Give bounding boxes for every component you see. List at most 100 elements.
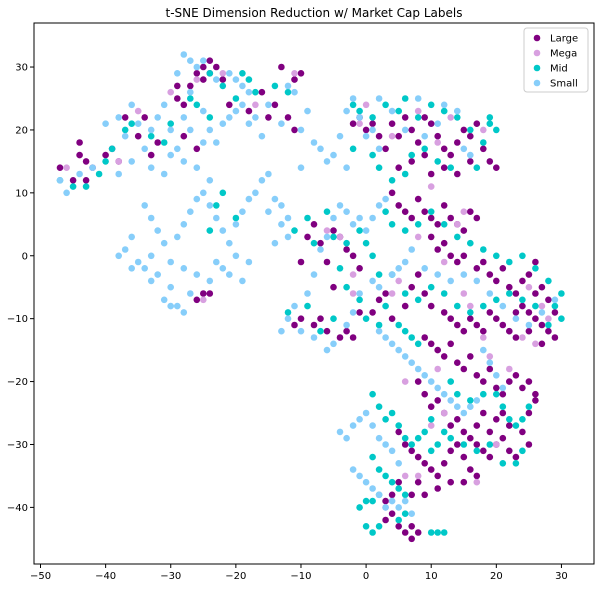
point-mid-36 [336, 265, 344, 272]
point-large-41 [310, 221, 318, 228]
point-small-105 [278, 202, 285, 209]
point-large-210 [467, 466, 474, 473]
chart-title: t-SNE Dimension Reduction w/ Market Cap … [166, 6, 463, 20]
point-small-204 [395, 504, 403, 511]
point-mid-32 [356, 227, 363, 234]
point-small-46 [128, 158, 135, 165]
point-large-153 [551, 309, 559, 316]
point-mid-18 [271, 82, 279, 90]
point-small-166 [551, 296, 559, 304]
point-large-110 [440, 164, 448, 171]
point-large-61 [369, 309, 376, 316]
point-small-70 [213, 214, 220, 222]
point-mid-73 [493, 126, 500, 134]
point-mid-117 [460, 441, 468, 448]
point-large-84 [532, 315, 539, 323]
point-small-109 [356, 114, 363, 121]
point-mid-87 [532, 265, 539, 272]
point-small-161 [486, 290, 494, 297]
point-large-7 [102, 151, 109, 159]
point-mega-8 [291, 70, 298, 77]
point-mega-11 [362, 101, 370, 109]
point-mid-16 [245, 76, 253, 83]
point-large-57 [336, 334, 344, 341]
point-large-33 [278, 63, 285, 71]
point-mid-54 [395, 107, 403, 115]
point-large-10 [134, 132, 142, 140]
point-small-126 [467, 151, 474, 159]
x-tick-label: −10 [290, 571, 311, 582]
point-mega-23 [467, 302, 474, 310]
point-mid-109 [493, 390, 500, 398]
point-mid-106 [454, 390, 461, 398]
point-small-108 [349, 95, 357, 102]
point-small-172 [467, 403, 474, 411]
point-mid-12 [193, 101, 201, 109]
point-mid-74 [486, 114, 494, 121]
point-large-156 [427, 340, 435, 348]
point-mid-17 [252, 88, 259, 96]
point-mid-41 [382, 302, 389, 310]
point-large-148 [519, 277, 526, 285]
point-mid-3 [95, 170, 103, 178]
point-large-87 [551, 334, 559, 341]
point-small-121 [421, 132, 429, 140]
point-mega-2 [115, 158, 122, 165]
point-mid-7 [128, 120, 135, 127]
point-large-31 [284, 114, 292, 121]
point-mega-26 [506, 365, 513, 373]
point-mid-94 [519, 296, 526, 304]
point-large-66 [408, 283, 416, 291]
point-mega-12 [388, 132, 396, 140]
point-large-108 [467, 158, 474, 165]
point-large-143 [486, 271, 494, 278]
point-large-26 [226, 101, 233, 109]
point-mid-122 [519, 447, 526, 455]
point-small-58 [154, 227, 161, 234]
x-tick-label: 10 [425, 571, 438, 582]
point-large-191 [519, 428, 526, 436]
point-mid-118 [473, 447, 481, 455]
point-large-211 [473, 472, 481, 480]
point-small-106 [284, 214, 292, 222]
point-mid-119 [486, 441, 494, 448]
point-small-193 [375, 434, 383, 442]
point-small-114 [330, 151, 337, 159]
point-mid-82 [467, 239, 474, 247]
point-mid-51 [356, 107, 363, 115]
point-large-2 [82, 158, 90, 165]
point-mid-149 [401, 510, 409, 517]
point-large-22 [206, 57, 214, 64]
point-large-42 [304, 233, 311, 241]
point-large-216 [414, 478, 422, 486]
point-small-83 [226, 271, 233, 278]
point-small-98 [121, 246, 129, 253]
point-small-13 [174, 145, 181, 153]
point-large-71 [447, 315, 455, 323]
point-large-44 [297, 258, 305, 266]
point-mega-46 [434, 365, 442, 373]
point-large-180 [447, 422, 455, 429]
point-mid-5 [108, 145, 116, 153]
point-small-45 [115, 170, 122, 178]
point-large-50 [356, 265, 363, 272]
point-small-165 [538, 309, 546, 316]
point-small-3 [89, 164, 96, 171]
point-small-167 [480, 346, 487, 354]
point-small-91 [265, 170, 272, 178]
point-large-134 [473, 214, 481, 222]
x-tick-label: −40 [95, 571, 116, 582]
point-small-69 [206, 202, 214, 209]
point-small-25 [258, 132, 266, 140]
point-small-196 [395, 460, 403, 467]
point-mega-5 [193, 76, 201, 83]
point-mid-107 [467, 397, 474, 404]
point-large-217 [408, 491, 416, 499]
point-small-68 [200, 189, 207, 197]
point-large-69 [427, 302, 435, 310]
point-large-91 [401, 114, 409, 121]
point-small-33 [317, 145, 324, 153]
point-mid-24 [232, 214, 240, 222]
point-large-193 [493, 416, 500, 423]
point-mega-37 [440, 409, 448, 417]
